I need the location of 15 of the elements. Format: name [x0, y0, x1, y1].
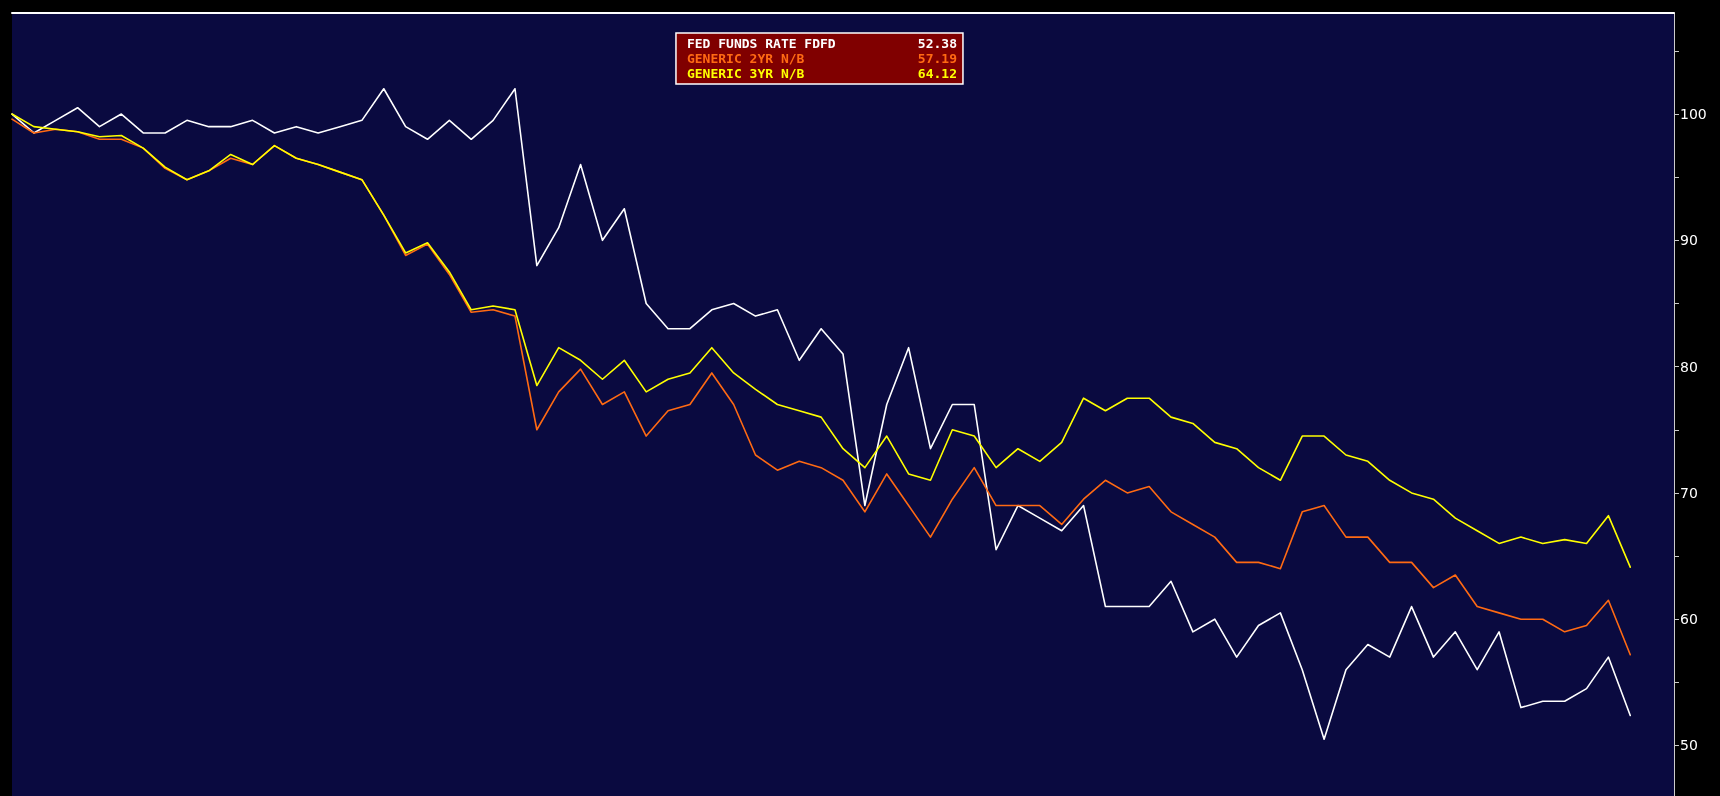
y-tick-label: 100 — [1680, 106, 1707, 123]
y-tick-label: 70 — [1680, 484, 1698, 501]
y-tick-label: 80 — [1680, 358, 1698, 375]
text: FED FUNDS RATE FDFD — [686, 36, 836, 51]
annotation: 64.12 — [917, 66, 957, 81]
line-series — [11, 113, 1632, 568]
line-series — [11, 87, 1632, 740]
line-series — [11, 118, 1632, 656]
text: GENERIC 2YR N/B — [686, 51, 805, 66]
annotation: 57.19 — [917, 51, 957, 66]
text: GENERIC 3YR N/B — [686, 66, 805, 81]
annotation: 52.38 — [917, 36, 958, 51]
y-tick-label: 60 — [1680, 611, 1698, 628]
y-tick-label: 90 — [1680, 232, 1698, 249]
y-tick-label: 50 — [1680, 737, 1698, 754]
